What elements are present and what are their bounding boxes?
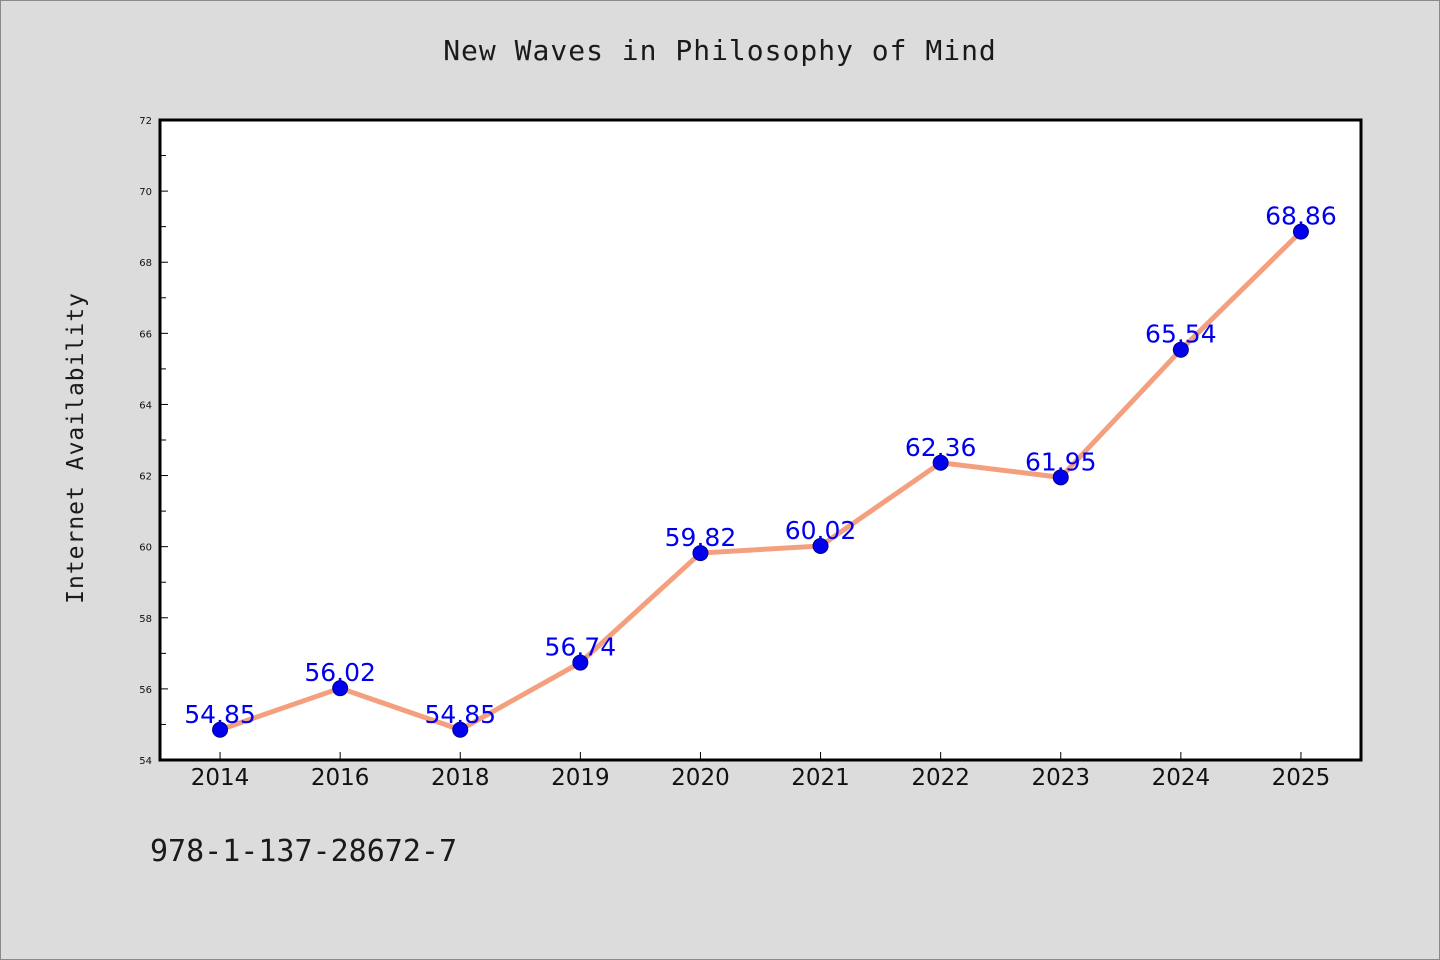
data-label: 54.85 [184, 700, 256, 729]
x-tick-label: 2019 [551, 765, 610, 791]
data-label: 59.82 [665, 523, 737, 552]
plot-border [158, 118, 1363, 762]
data-point [1172, 341, 1189, 358]
x-tick-label: 2018 [431, 765, 490, 791]
data-point [332, 680, 349, 697]
y-tick-label: 58 [139, 614, 152, 625]
x-axis-ticks: 2014 2016 2018 2019 2020 2021 2022 2023 2024 2025 [191, 752, 1330, 791]
y-tick-label: 66 [139, 329, 152, 340]
x-tick-label: 2025 [1272, 765, 1331, 791]
y-tick-label: 72 [139, 116, 152, 127]
data-label: 56.02 [304, 658, 376, 687]
y-tick-label: 54 [139, 756, 152, 767]
data-point [212, 721, 229, 738]
data-point [692, 545, 709, 562]
x-tick-label: 2024 [1152, 765, 1211, 791]
data-labels: 54.85 56.02 54.85 56.74 59.82 60.02 62.36 61.95… [184, 202, 1336, 729]
x-tick-label: 2021 [791, 765, 850, 791]
chart-title: New Waves in Philosophy of Mind [443, 34, 997, 67]
data-label: 61.95 [1025, 447, 1097, 476]
data-point [932, 454, 949, 471]
data-point [1292, 223, 1309, 240]
x-tick-label: 2020 [671, 765, 730, 791]
y-tick-label: 56 [139, 685, 152, 696]
data-label: 65.54 [1145, 320, 1217, 349]
data-point [452, 721, 469, 738]
isbn-code: 978-1-137-28672-7 [150, 834, 458, 869]
series-line [217, 229, 1304, 733]
series-markers [212, 223, 1309, 738]
y-tick-label: 68 [139, 258, 152, 269]
x-tick-label: 2022 [911, 765, 970, 791]
plot-area [160, 120, 1361, 760]
x-tick-label: 2023 [1031, 765, 1090, 791]
data-point [1052, 469, 1069, 486]
data-label: 60.02 [785, 516, 857, 545]
data-point [812, 537, 829, 554]
y-tick-label: 62 [139, 472, 152, 483]
y-tick-label: 70 [139, 187, 152, 198]
data-point [572, 654, 589, 671]
data-label: 54.85 [424, 700, 496, 729]
data-label: 68.86 [1265, 202, 1337, 231]
data-label: 56.74 [545, 633, 617, 662]
x-tick-label: 2014 [191, 765, 250, 791]
data-label: 62.36 [905, 433, 977, 462]
x-tick-label: 2016 [311, 765, 370, 791]
y-tick-label: 64 [139, 400, 152, 411]
y-tick-label: 60 [139, 543, 152, 554]
